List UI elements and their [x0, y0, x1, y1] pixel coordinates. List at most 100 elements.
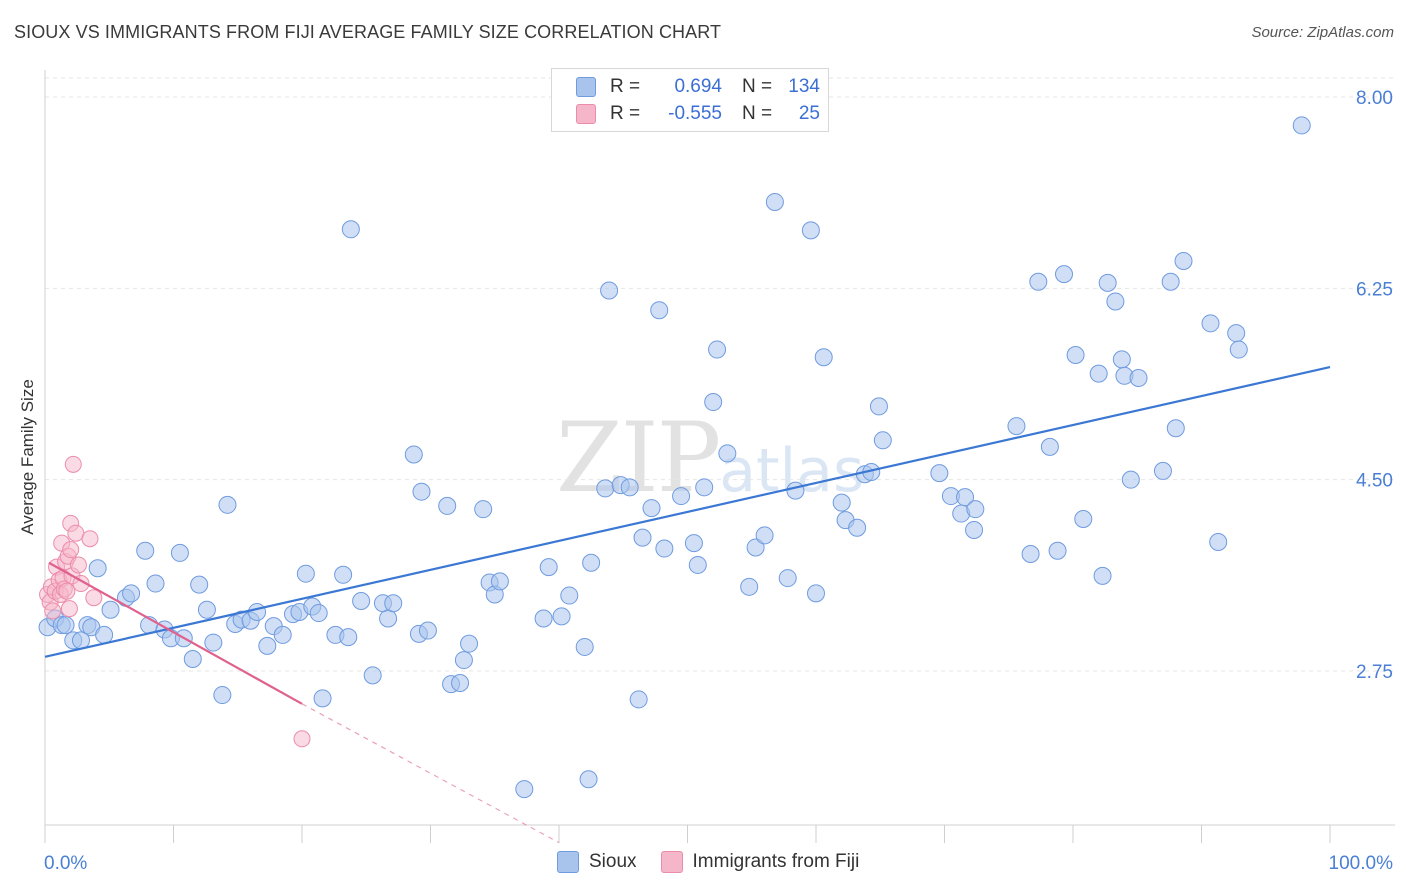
y-tick-label: 6.25	[1356, 279, 1393, 300]
tick-labels: 2.75 4.50 6.25 8.00 0.0% 100.0%	[44, 88, 1393, 874]
sioux-point	[1007, 417, 1026, 436]
sioux-point	[352, 592, 371, 611]
sioux-point	[309, 604, 328, 623]
sioux-point	[650, 301, 669, 320]
sioux-point	[454, 651, 473, 670]
sioux-point	[688, 555, 707, 574]
sioux-point	[474, 500, 493, 519]
sioux-point	[1121, 470, 1140, 489]
sioux-point	[1089, 364, 1108, 383]
fiji-point	[67, 524, 85, 542]
sioux-point	[1229, 340, 1248, 359]
legend-n-value: 25	[798, 103, 820, 124]
sioux-point	[633, 528, 652, 547]
legend-r-label: R =	[610, 103, 641, 124]
sioux-point	[1166, 419, 1185, 438]
sioux-point	[655, 539, 674, 558]
x-tick-label-min: 0.0%	[44, 853, 87, 874]
sioux-point	[869, 397, 888, 416]
trend-lines	[44, 365, 1331, 844]
fiji-point	[293, 730, 311, 748]
fiji-point	[85, 589, 103, 607]
sioux-point	[204, 633, 223, 652]
sioux-point	[248, 602, 267, 621]
sioux-point	[363, 666, 382, 685]
sioux-point	[1153, 461, 1172, 480]
sioux-point	[755, 526, 774, 545]
sioux-point	[1029, 272, 1048, 291]
fiji-point	[64, 455, 82, 473]
sioux-point	[258, 636, 277, 655]
sioux-point	[412, 482, 431, 501]
legend-n-label: N =	[742, 76, 773, 97]
sioux-legend-swatch	[557, 851, 579, 873]
sioux-point	[956, 488, 975, 507]
source-note: Source: ZipAtlas.com	[1251, 24, 1394, 41]
sioux-point	[1074, 510, 1093, 529]
legend-row-fiji: R = -0.555 N = 25	[576, 102, 820, 126]
sioux-point	[579, 770, 598, 789]
sioux-point	[339, 628, 358, 647]
legend-row-sioux: R = 0.694 N = 134	[576, 75, 820, 99]
sioux-point	[1292, 116, 1311, 135]
sioux-point	[1112, 350, 1131, 369]
fiji-point	[58, 582, 76, 600]
sioux-point	[136, 541, 155, 560]
sioux-point	[534, 609, 553, 628]
sioux-point	[848, 518, 867, 537]
sioux-point	[197, 600, 216, 619]
sioux-point	[832, 493, 851, 512]
sioux-point	[1055, 265, 1074, 284]
watermark-zip: ZIP	[556, 402, 721, 514]
legend-label-sioux: Sioux	[589, 851, 637, 872]
y-tick-label: 4.50	[1356, 471, 1393, 492]
sioux-point	[596, 479, 615, 498]
legend-r-value: -0.555	[668, 103, 722, 124]
fiji-point	[69, 556, 87, 574]
sioux-point	[1093, 566, 1112, 585]
legend-r-value: 0.694	[674, 76, 722, 97]
sioux-point	[695, 478, 714, 497]
legend-item-sioux: Sioux	[557, 851, 637, 873]
sioux-point	[778, 569, 797, 588]
sioux-point	[1209, 532, 1228, 551]
sioux-point	[965, 520, 984, 539]
sioux-point	[88, 559, 107, 578]
sioux-point	[146, 574, 165, 593]
sioux-point	[1048, 541, 1067, 560]
sioux-point	[101, 600, 120, 619]
x-tick-label-max: 100.0%	[1329, 853, 1394, 874]
sioux-point	[56, 616, 75, 635]
sioux-point	[341, 220, 360, 239]
sioux-point	[966, 500, 985, 519]
chart-title: SIOUX VS IMMIGRANTS FROM FIJI AVERAGE FA…	[14, 22, 722, 42]
sioux-point	[807, 584, 825, 603]
sioux-point	[95, 625, 114, 644]
grid-lines	[45, 77, 1395, 672]
legend-n-value: 134	[788, 76, 820, 97]
fiji-swatch	[576, 104, 596, 124]
sioux-point	[218, 495, 237, 514]
sioux-point	[620, 478, 639, 497]
y-tick-label: 2.75	[1356, 662, 1393, 683]
sioux-point	[552, 607, 571, 626]
fiji-point	[81, 530, 99, 548]
sioux-point	[629, 690, 648, 709]
sioux-point	[490, 572, 509, 591]
fiji-legend-swatch	[660, 851, 683, 873]
sioux-point	[170, 543, 189, 562]
sioux-point	[515, 780, 534, 799]
sioux-point	[930, 464, 949, 483]
zipatlas-watermark: ZIPatlas	[556, 402, 864, 514]
sioux-point	[560, 586, 579, 605]
legend-r-label: R =	[610, 76, 641, 97]
sioux-point	[190, 575, 209, 594]
sioux-point	[1161, 272, 1180, 291]
sioux-point	[438, 496, 457, 515]
sioux-point	[814, 348, 833, 367]
sioux-point	[672, 487, 691, 506]
sioux-point	[379, 609, 398, 628]
sioux-point	[684, 534, 703, 553]
y-tick-label: 8.00	[1356, 88, 1393, 109]
